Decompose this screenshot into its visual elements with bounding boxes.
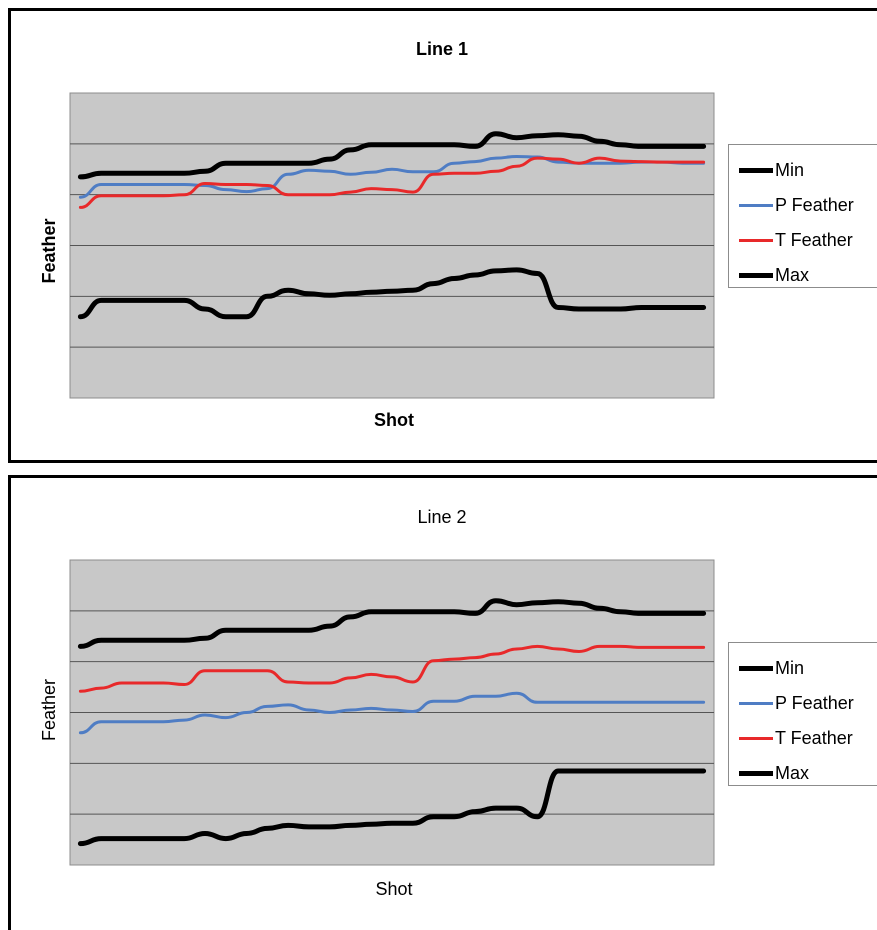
chart-2-legend-item-max: Max xyxy=(739,763,809,783)
chart-2-legend-swatch-min xyxy=(739,665,773,671)
chart-1-svg: Line 1 Shot Feather xyxy=(39,39,715,430)
chart-2-series-t-feather-line xyxy=(78,644,706,693)
chart-2-svg: Line 2 Shot Feather xyxy=(39,507,715,899)
chart-1-legend-item-max: Max xyxy=(739,265,809,285)
chart-1-series-t-feather-line xyxy=(78,156,706,209)
chart-2-x-axis-label: Shot xyxy=(375,879,412,899)
chart-2-series-max-line xyxy=(77,768,707,847)
chart-1-series-max-line xyxy=(77,267,707,320)
chart-2-legend-item-t-feather: T Feather xyxy=(739,728,853,748)
chart-1-legend-swatch-max xyxy=(739,272,773,278)
chart-2-series-min-line xyxy=(77,598,707,649)
chart-2-title: Line 2 xyxy=(417,507,466,527)
chart-2-legend-swatch-t-feather xyxy=(739,736,773,740)
chart-1-legend-swatch-min xyxy=(739,167,773,173)
chart-2-legend-item-p-feather: P Feather xyxy=(739,693,854,713)
chart-1-legend-label-min: Min xyxy=(775,159,805,180)
chart-2-legend-label-t-feather: T Feather xyxy=(775,727,853,748)
chart-1-series-p-feather-line xyxy=(78,155,706,199)
chart-1-legend-label-t-feather: T Feather xyxy=(775,229,853,250)
chart-1-legend-item-min: Min xyxy=(739,160,804,180)
chart-2-legend-label-max: Max xyxy=(775,762,810,783)
chart-1-legend-swatch-t-feather xyxy=(739,238,773,242)
chart-1-legend: Min P Feather T Feather Max xyxy=(728,144,877,288)
chart-1-legend-item-p-feather: P Feather xyxy=(739,195,854,215)
chart-2-y-axis-label: Feather xyxy=(39,679,59,741)
chart-panel-line-2: Line 2 Shot Feather Min P Feather T Feat… xyxy=(8,475,877,930)
chart-2-legend-item-min: Min xyxy=(739,658,804,678)
chart-1-title: Line 1 xyxy=(416,39,468,59)
chart-1-y-axis-label: Feather xyxy=(39,218,59,283)
chart-2-legend-swatch-max xyxy=(739,770,773,776)
chart-2-legend-label-p-feather: P Feather xyxy=(775,692,854,713)
chart-2-series-group xyxy=(77,598,707,847)
chart-1-x-axis-label: Shot xyxy=(374,410,414,430)
chart-2-series-p-feather-line xyxy=(78,691,706,735)
chart-1-series-min-line xyxy=(77,131,707,180)
chart-2-legend-swatch-p-feather xyxy=(739,701,773,705)
chart-1-legend-swatch-p-feather xyxy=(739,203,773,207)
chart-1-legend-item-t-feather: T Feather xyxy=(739,230,853,250)
chart-2-legend: Min P Feather T Feather Max xyxy=(728,642,877,786)
chart-1-legend-label-max: Max xyxy=(775,264,810,285)
chart-2-legend-label-min: Min xyxy=(775,657,805,678)
chart-1-series-group xyxy=(77,131,707,320)
chart-1-legend-label-p-feather: P Feather xyxy=(775,194,854,215)
chart-panel-line-1: Line 1 Shot Feather Min P Feather T Feat… xyxy=(8,8,877,463)
